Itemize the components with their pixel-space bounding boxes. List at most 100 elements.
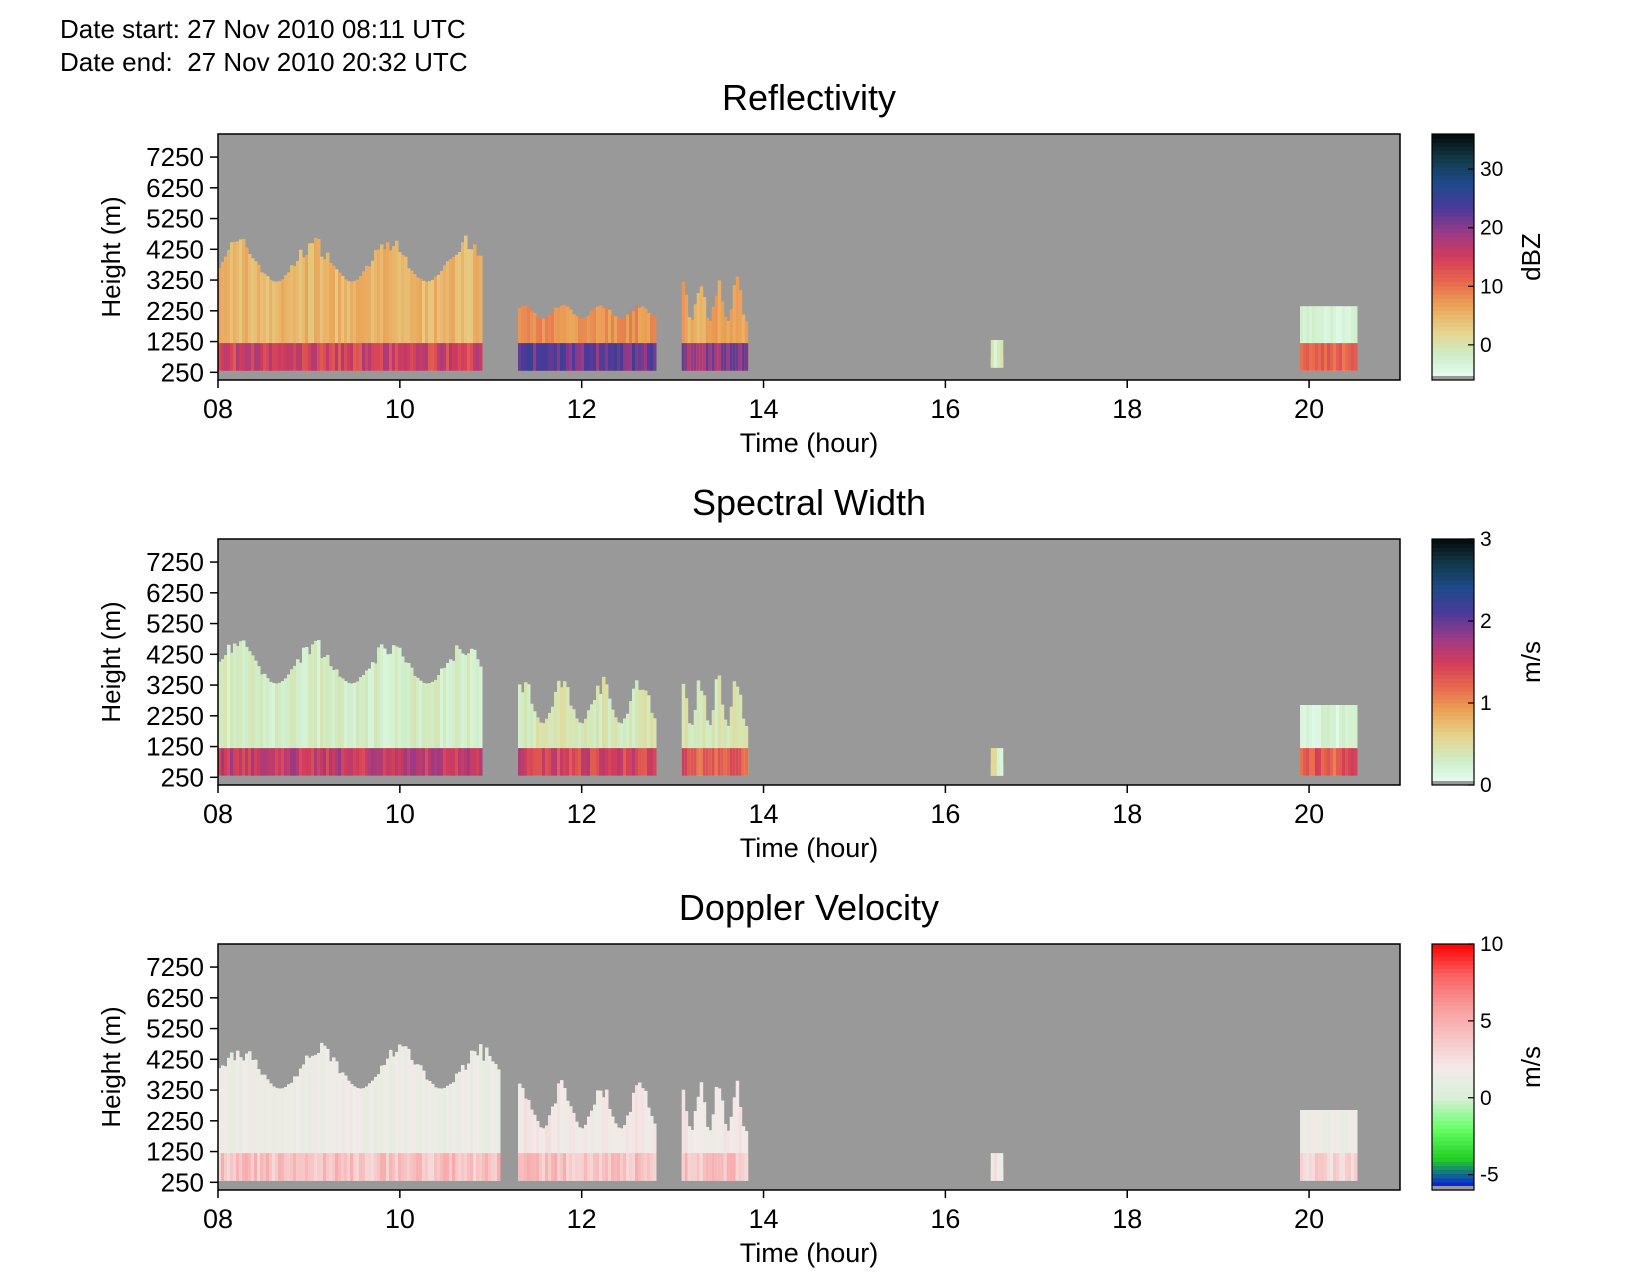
echo-base-band bbox=[494, 1153, 498, 1181]
echo-base-band bbox=[548, 748, 552, 776]
echo-column bbox=[422, 280, 426, 371]
colorbar-segment bbox=[1432, 339, 1474, 344]
echo-base-band bbox=[620, 343, 624, 371]
echo-column bbox=[693, 709, 698, 776]
echo-column bbox=[353, 682, 357, 776]
echo-column bbox=[566, 1100, 570, 1181]
echo-base-band bbox=[560, 1153, 564, 1181]
colorbar-segment bbox=[1432, 956, 1474, 961]
echo-column bbox=[413, 274, 417, 371]
echo-base-band bbox=[524, 1153, 528, 1181]
echo-base-band bbox=[260, 1153, 264, 1181]
echo-base-band bbox=[1342, 748, 1346, 776]
echo-column bbox=[383, 249, 387, 371]
echo-column bbox=[338, 1073, 342, 1181]
echo-base-band bbox=[395, 748, 399, 776]
colorbar-segment bbox=[1432, 653, 1474, 659]
echo-base-band bbox=[614, 748, 618, 776]
echo-column bbox=[1321, 705, 1325, 776]
echo-region-5 bbox=[1300, 1110, 1358, 1181]
echo-column bbox=[524, 305, 528, 371]
echo-column bbox=[224, 1066, 228, 1181]
echo-column bbox=[563, 681, 567, 776]
echo-base-band bbox=[254, 1153, 258, 1181]
echo-base-band bbox=[239, 343, 243, 371]
date-start: Date start: 27 Nov 2010 08:11 UTC bbox=[60, 14, 466, 45]
colorbar-segment bbox=[1432, 1034, 1474, 1039]
echo-column bbox=[344, 1075, 348, 1181]
colorbar-segment bbox=[1432, 592, 1474, 597]
echo-base-band bbox=[521, 343, 525, 371]
echo-column bbox=[275, 281, 279, 371]
echo-column bbox=[257, 1069, 261, 1181]
echo-base-band bbox=[455, 1153, 459, 1181]
echo-base-band bbox=[440, 343, 444, 371]
echo-base-band bbox=[1336, 1153, 1340, 1181]
echo-column bbox=[473, 1051, 477, 1181]
echo-column bbox=[602, 308, 606, 371]
echo-base-band bbox=[602, 343, 606, 371]
echo-base-band bbox=[566, 343, 570, 371]
echo-base-band bbox=[248, 343, 252, 371]
echo-base-band bbox=[260, 343, 264, 371]
echo-column bbox=[365, 670, 369, 776]
colorbar-segment bbox=[1432, 1017, 1474, 1023]
echo-column bbox=[314, 1054, 318, 1181]
colorbar-segment bbox=[1432, 997, 1474, 1002]
echo-column bbox=[404, 256, 408, 371]
echo-column bbox=[608, 1108, 612, 1181]
echo-column bbox=[551, 706, 555, 776]
echo-base-band bbox=[629, 1153, 633, 1181]
echo-base-band bbox=[230, 1153, 234, 1181]
colorbar-segment bbox=[1432, 1144, 1474, 1150]
echo-base-band bbox=[221, 748, 225, 776]
echo-base-band bbox=[227, 343, 231, 371]
echo-base-band bbox=[605, 343, 609, 371]
echo-column bbox=[720, 1100, 725, 1181]
echo-base-band bbox=[593, 748, 597, 776]
echo-column bbox=[299, 249, 303, 371]
echo-column bbox=[741, 314, 746, 371]
echo-column bbox=[419, 680, 423, 776]
echo-base-band bbox=[611, 748, 615, 776]
echo-column bbox=[449, 1083, 453, 1181]
echo-base-band bbox=[653, 1153, 657, 1181]
echo-base-band bbox=[650, 343, 654, 371]
echo-column bbox=[461, 242, 465, 371]
echo-column bbox=[296, 1076, 300, 1181]
echo-base-band bbox=[299, 343, 303, 371]
echo-base-band bbox=[323, 748, 327, 776]
colorbar-segment bbox=[1432, 150, 1474, 156]
x-tick-label: 18 bbox=[1112, 1204, 1142, 1234]
echo-base-band bbox=[1300, 1153, 1304, 1181]
echo-column bbox=[650, 712, 654, 776]
colorbar-segment bbox=[1432, 293, 1474, 299]
echo-base-band bbox=[230, 748, 234, 776]
colorbar-tick-label: 20 bbox=[1480, 217, 1503, 240]
colorbar-segment bbox=[1432, 649, 1474, 655]
echo-base-band bbox=[521, 748, 525, 776]
echo-column bbox=[527, 306, 531, 371]
echo-column bbox=[428, 683, 432, 776]
echo-base-band bbox=[380, 1153, 384, 1181]
echo-column bbox=[1342, 306, 1346, 371]
echo-column bbox=[218, 661, 222, 776]
echo-column bbox=[278, 1088, 282, 1181]
echo-base-band bbox=[338, 343, 342, 371]
echo-column bbox=[326, 654, 330, 776]
echo-column bbox=[218, 267, 222, 371]
colorbar-segment bbox=[1432, 175, 1474, 180]
echo-column bbox=[395, 1051, 399, 1181]
echo-base-band bbox=[317, 1153, 321, 1181]
echo-base-band bbox=[401, 343, 405, 371]
echo-base-band bbox=[317, 748, 321, 776]
echo-column bbox=[368, 668, 372, 776]
echo-base-band bbox=[305, 1153, 309, 1181]
echo-column bbox=[635, 680, 639, 776]
echo-column bbox=[521, 692, 525, 776]
colorbar-segment bbox=[1432, 1067, 1474, 1072]
echo-column bbox=[389, 1049, 393, 1181]
echo-column bbox=[230, 242, 234, 371]
echo-base-band bbox=[530, 1153, 534, 1181]
echo-base-band bbox=[635, 1153, 639, 1181]
